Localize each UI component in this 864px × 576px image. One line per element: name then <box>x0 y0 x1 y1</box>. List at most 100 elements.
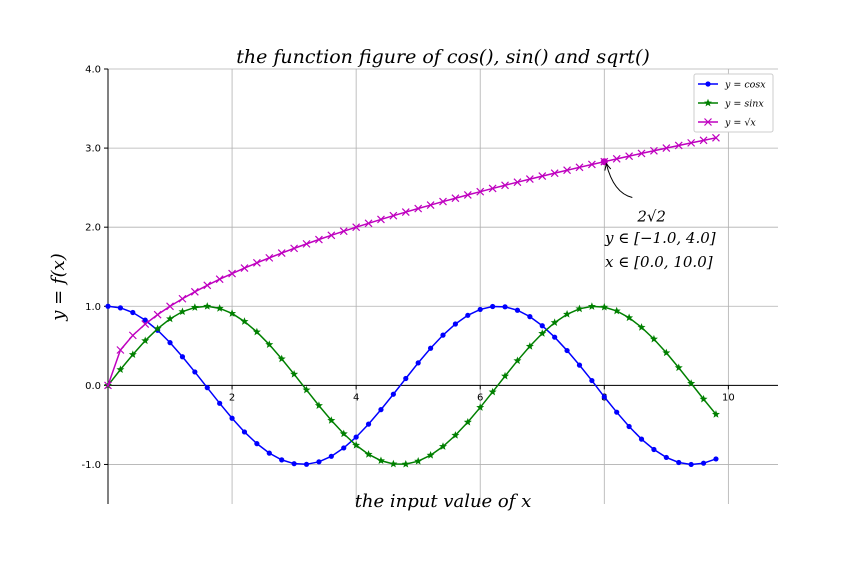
data-point-sqrt <box>699 136 708 145</box>
series-line-cos <box>107 305 717 466</box>
y-axis-label: y = f(x) <box>48 253 69 322</box>
data-point-sqrt <box>637 149 646 158</box>
y-tick-label: 0.0 <box>85 381 101 392</box>
y-tick-label: 1.0 <box>85 302 101 313</box>
data-point-sin <box>550 318 559 326</box>
data-point-sqrt <box>377 215 385 224</box>
legend-item-sin: y = sinx <box>698 99 764 110</box>
data-point-cos <box>589 377 595 384</box>
data-point-sin <box>376 456 385 465</box>
data-point-cos <box>514 307 521 313</box>
data-point-sqrt <box>364 219 373 228</box>
data-point-cos <box>403 375 409 382</box>
data-point-cos <box>415 360 421 366</box>
data-point-sqrt <box>153 310 162 319</box>
data-point-sqrt <box>414 204 423 213</box>
data-point-cos <box>130 309 136 316</box>
x-tick-label: 10 <box>722 392 735 403</box>
data-point-sin <box>352 441 361 449</box>
data-point-cos <box>614 409 620 415</box>
data-point-cos <box>179 354 186 360</box>
data-point-cos <box>390 391 396 397</box>
data-point-sqrt <box>674 141 683 150</box>
y-tick-label: 3.0 <box>85 144 101 155</box>
data-point-sin <box>575 304 584 313</box>
range-text-y: y ∈ [−1.0, 4.0] <box>604 229 716 247</box>
data-point-sin <box>277 354 286 363</box>
data-point-sin <box>612 306 621 315</box>
data-point-sqrt <box>302 239 311 248</box>
data-point-sin <box>203 302 212 310</box>
data-point-sqrt <box>712 133 720 142</box>
legend-item-cos: y = cosx <box>698 80 766 91</box>
data-point-cos <box>142 317 148 323</box>
data-point-sqrt <box>178 294 187 303</box>
data-point-sin <box>153 324 162 333</box>
data-point-sqrt <box>587 160 596 169</box>
data-point-sin <box>252 327 261 336</box>
y-tick-label: 2.0 <box>85 223 101 234</box>
data-point-cos <box>266 450 272 456</box>
legend-box <box>693 73 774 133</box>
data-point-sin <box>166 314 175 323</box>
data-point-sin <box>228 309 237 317</box>
legend-swatch-marker <box>705 81 711 87</box>
data-point-cos <box>303 461 310 467</box>
data-point-sin <box>401 459 410 468</box>
data-point-sin <box>339 429 348 438</box>
data-point-sin <box>290 370 299 378</box>
data-point-sin <box>116 365 125 374</box>
annotation-arrowhead <box>604 162 612 171</box>
data-point-sin <box>476 403 485 411</box>
data-point-sqrt <box>128 331 137 340</box>
data-point-cos <box>552 334 558 340</box>
data-point-cos <box>576 362 583 368</box>
data-point-cos <box>713 456 719 462</box>
data-point-sin <box>451 431 460 439</box>
data-point-sqrt <box>252 258 261 267</box>
data-point-cos <box>440 332 446 338</box>
data-point-cos <box>291 461 297 467</box>
data-point-sqrt <box>401 208 410 216</box>
data-point-sin <box>674 363 683 372</box>
legend-label: y = √x <box>724 118 756 129</box>
annotation-label: 2√2 <box>636 207 666 225</box>
data-point-sin <box>265 340 274 348</box>
data-point-sin <box>215 304 224 312</box>
data-point-sin <box>414 457 423 465</box>
data-point-sqrt <box>488 184 497 193</box>
data-point-sin <box>463 417 472 426</box>
data-point-cos <box>502 304 508 310</box>
data-point-sin <box>426 451 435 459</box>
data-point-sqrt <box>339 227 348 236</box>
data-point-cos <box>328 453 334 459</box>
data-point-sqrt <box>203 281 212 290</box>
data-point-sqrt <box>650 146 658 155</box>
data-point-cos <box>378 407 384 413</box>
data-point-cos <box>427 345 434 351</box>
data-point-cos <box>316 459 322 465</box>
annotation-layer: 2√2 <box>600 158 666 225</box>
data-point-cos <box>676 459 682 466</box>
data-point-cos <box>688 461 694 468</box>
legend-swatch-marker <box>704 98 712 107</box>
data-point-sqrt <box>687 138 696 147</box>
data-point-sin <box>600 302 609 311</box>
data-point-sin <box>687 379 696 387</box>
data-point-sqrt <box>141 320 150 328</box>
data-point-sqrt <box>476 187 485 196</box>
data-point-sin <box>128 350 137 358</box>
chart-title: the function figure of cos(), sin() and … <box>236 46 650 68</box>
data-point-sqrt <box>240 264 249 272</box>
data-point-sin <box>439 442 447 450</box>
legend-item-sqrt: y = √x <box>698 118 756 129</box>
x-axis-label: the input value of x <box>355 491 532 512</box>
data-point-sin <box>649 334 658 343</box>
data-point-sin <box>711 410 720 418</box>
data-point-sin <box>637 323 646 331</box>
data-point-sin <box>314 401 323 410</box>
legend-label: y = cosx <box>724 80 766 91</box>
data-point-cos <box>601 394 607 400</box>
x-tick-label: 2 <box>229 392 235 403</box>
